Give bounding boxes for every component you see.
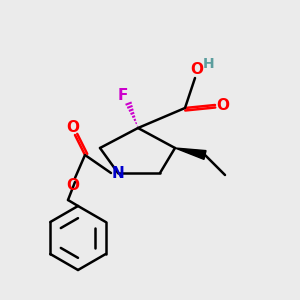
- Text: O: O: [67, 178, 80, 193]
- Text: O: O: [190, 62, 203, 77]
- Text: N: N: [112, 166, 124, 181]
- Text: O: O: [217, 98, 230, 112]
- Text: F: F: [118, 88, 128, 104]
- Text: O: O: [67, 121, 80, 136]
- Text: H: H: [203, 57, 215, 71]
- Polygon shape: [175, 148, 206, 159]
